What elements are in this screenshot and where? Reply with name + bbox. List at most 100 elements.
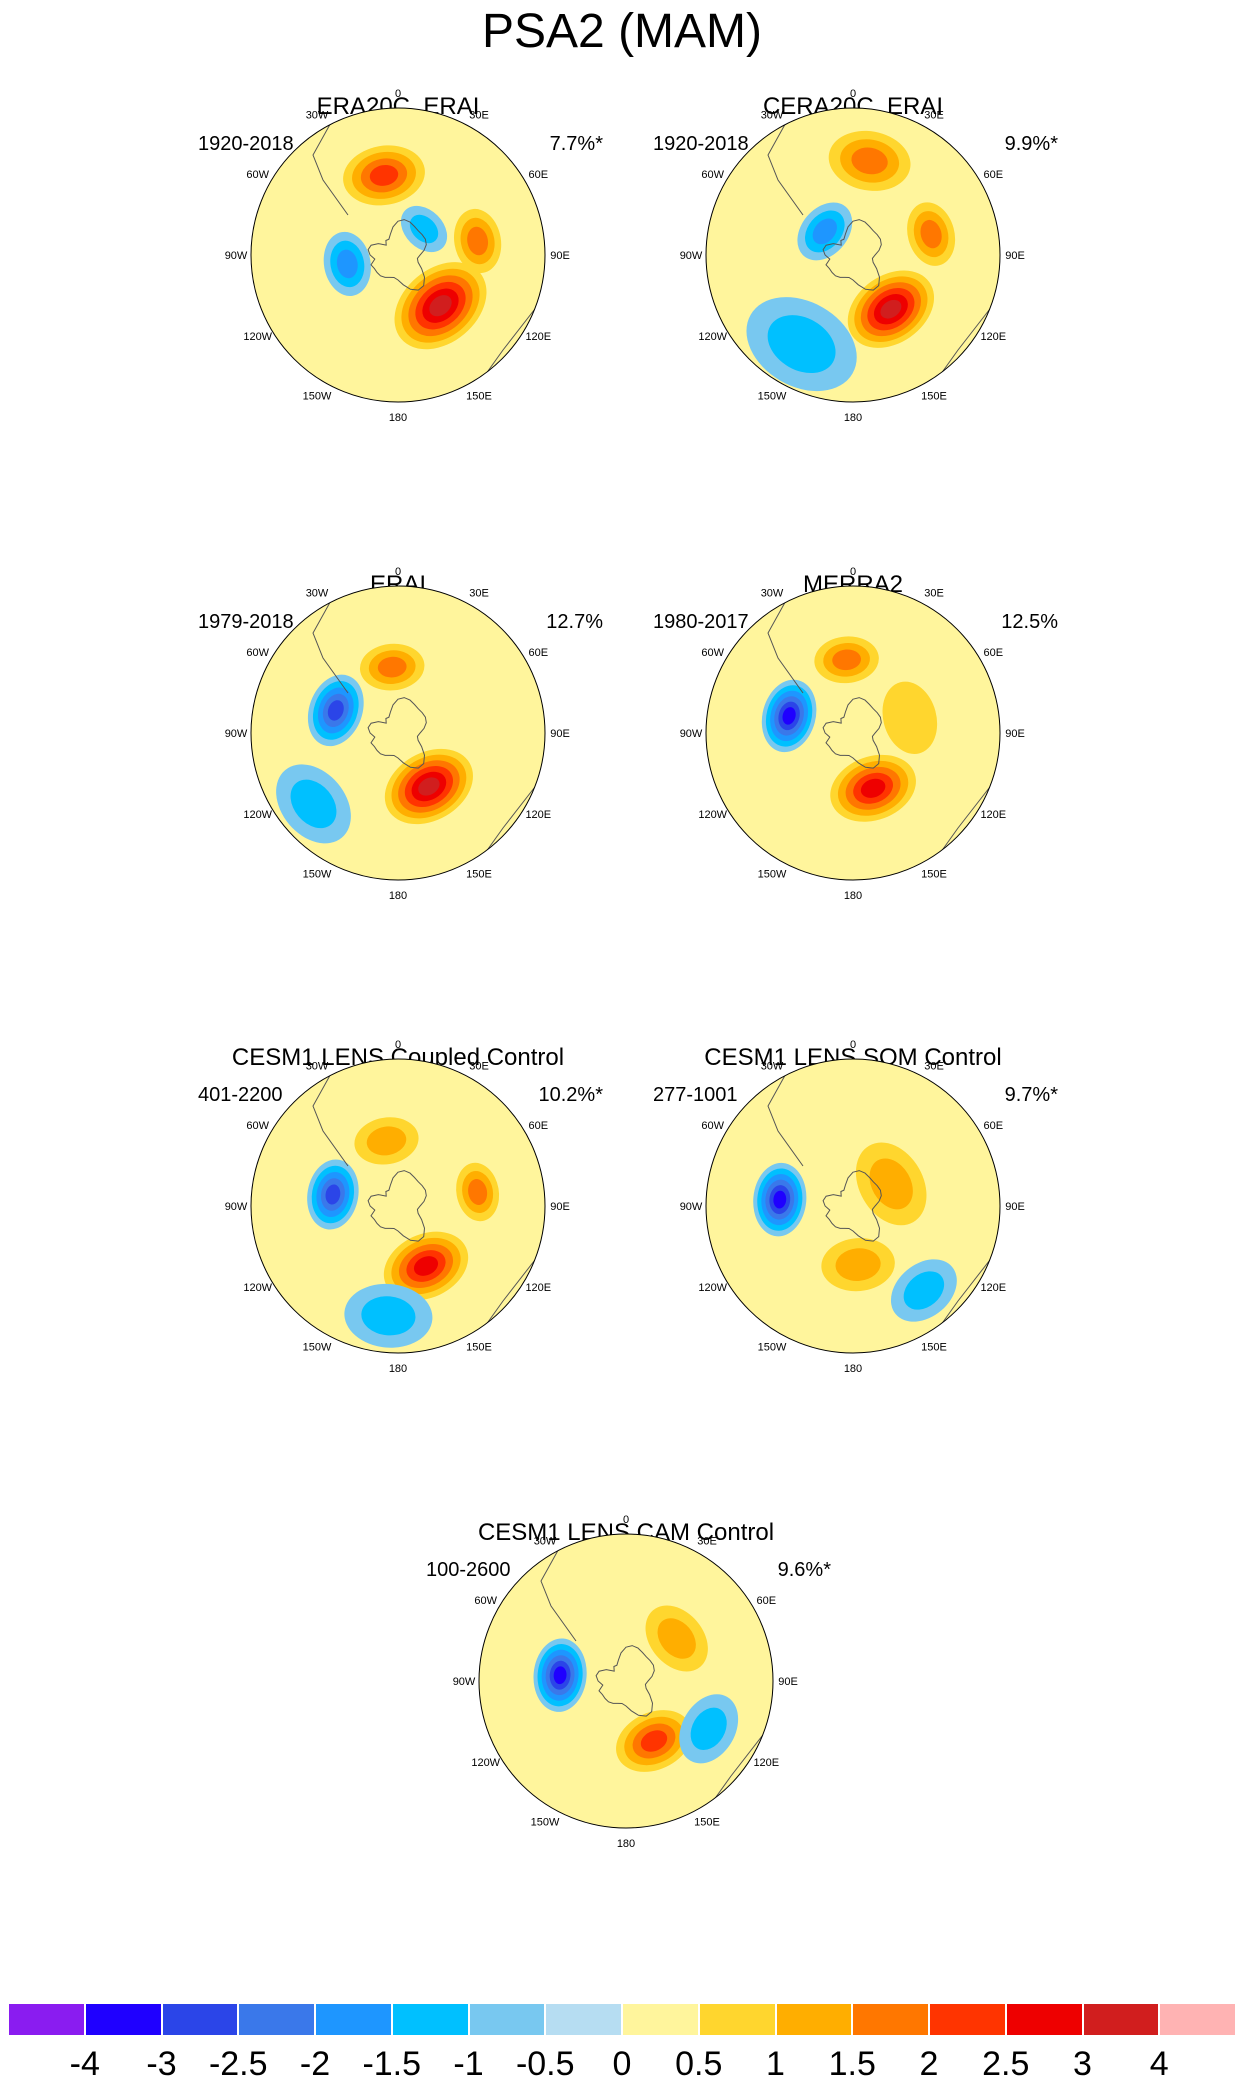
longitude-label: 150W: [303, 1341, 332, 1353]
colorbar: [8, 2003, 1236, 2036]
anomaly-contour: [851, 147, 888, 175]
anomaly-contour: [468, 1178, 488, 1206]
anomaly-contour: [690, 1707, 727, 1751]
anomaly-contour: [366, 1126, 407, 1156]
colorbar-level: [1159, 2003, 1236, 2036]
colorbar-tick-label: 2.5: [982, 2045, 1030, 2083]
map-border: [705, 1058, 1001, 1354]
anomaly-contour: [369, 164, 399, 186]
longitude-label: 120E: [525, 809, 551, 821]
map-background: [706, 586, 1000, 880]
colorbar-level: [775, 2003, 853, 2036]
colorbar-tick-label: 0: [612, 2045, 632, 2083]
longitude-label: 90E: [550, 1201, 570, 1213]
anomaly-contour: [835, 1248, 881, 1281]
anomaly-contour: [920, 219, 942, 249]
panel-variance: 9.9%*: [1004, 133, 1058, 155]
map-background: [706, 1059, 1000, 1353]
anomaly-contour: [429, 295, 452, 317]
anomaly-contour: [327, 700, 344, 721]
longitude-label: 0: [395, 1039, 401, 1051]
polar-map: 0 30E 60E 90E 120E 150E 180 150W 120W 90W 60W 30W: [453, 1514, 798, 1850]
antarctica-coastline: [822, 219, 882, 291]
longitude-label: 90E: [550, 250, 570, 262]
longitude-label: 30E: [924, 1061, 944, 1073]
longitude-label: 120E: [980, 1282, 1006, 1294]
longitude-label: 0: [395, 566, 401, 578]
longitude-label: 90W: [225, 1201, 248, 1213]
longitude-label: 30W: [306, 1061, 329, 1073]
longitude-label: 0: [850, 566, 856, 578]
panel-variance: 12.7%: [546, 611, 603, 633]
colorbar-tick-label: 3: [1073, 2045, 1092, 2083]
longitude-label: 150E: [466, 390, 492, 402]
longitude-label: 30W: [306, 588, 329, 600]
longitude-label: 150W: [303, 868, 332, 880]
anomaly-contour: [640, 1730, 668, 1752]
longitude-label: 90E: [1005, 728, 1025, 740]
longitude-label: 150E: [466, 868, 492, 880]
polar-map: 0 30E 60E 90E 120E 150E 180 150W 120W 90W 60W 30W: [225, 1039, 570, 1375]
anomaly-contour: [812, 218, 837, 245]
longitude-label: 60W: [701, 169, 724, 181]
anomaly-contour: [553, 1666, 567, 1685]
polar-map: 0 30E 60E 90E 120E 150E 180 150W 120W 90W 60W 30W: [680, 1039, 1025, 1375]
colorbar-tick-label: -3: [146, 2045, 177, 2083]
colorbar-tick-label: 4: [1149, 2045, 1169, 2083]
colorbar-level: [84, 2003, 162, 2036]
panel-period: 1920-2018: [653, 133, 749, 155]
anomaly-contour: [290, 779, 337, 829]
panel-period: 1980-2017: [653, 611, 749, 633]
colorbar-tick-label: 1.5: [828, 2045, 876, 2083]
panel-variance: 10.2%*: [538, 1084, 604, 1106]
longitude-label: 120W: [698, 809, 727, 821]
longitude-label: 60E: [529, 1120, 549, 1132]
longitude-label: 120W: [698, 1282, 727, 1294]
colorbar-level: [622, 2003, 699, 2036]
longitude-label: 0: [395, 88, 401, 100]
colorbar-tick-label: -4: [69, 2045, 100, 2083]
south-america-coastline: [767, 1060, 804, 1167]
longitude-label: 0: [850, 88, 856, 100]
longitude-label: 30W: [306, 110, 329, 122]
longitude-label: 60E: [529, 169, 549, 181]
longitude-label: 150E: [466, 1341, 492, 1353]
polar-map: 0 30E 60E 90E 120E 150E 180 150W 120W 90W 60W 30W: [680, 566, 1025, 902]
longitude-label: 60E: [757, 1595, 777, 1607]
longitude-label: 120E: [525, 331, 551, 343]
colorbar-level: [1005, 2003, 1083, 2036]
longitude-label: 60W: [701, 647, 724, 659]
longitude-label: 60E: [529, 647, 549, 659]
longitude-label: 150W: [531, 1816, 560, 1828]
panel-variance: 12.5%: [1001, 611, 1058, 633]
colorbar-tick-label: -1.5: [362, 2045, 422, 2083]
map-border: [705, 107, 1001, 403]
map-border: [478, 1533, 774, 1829]
longitude-label: 30E: [469, 110, 489, 122]
south-america-coastline: [312, 587, 349, 694]
panel-period: 1920-2018: [198, 133, 294, 155]
longitude-label: 90E: [1005, 250, 1025, 262]
colorbar-tick-label: -0.5: [515, 2045, 575, 2083]
longitude-label: 60E: [984, 647, 1004, 659]
panel-variance: 9.6%*: [777, 1559, 831, 1581]
polar-map: 0 30E 60E 90E 120E 150E 180 150W 120W 90W 60W 30W: [680, 88, 1025, 424]
longitude-label: 180: [844, 1363, 862, 1375]
longitude-label: 30E: [469, 1061, 489, 1073]
anomaly-contour: [361, 1296, 416, 1336]
panel-erai: ERAI 1979-2018 12.7% 0 30E 60E 90E 120E 150E 1…: [178, 566, 618, 1041]
figure-title: PSA2 (MAM): [481, 5, 763, 58]
polar-map: 0 30E 60E 90E 120E 150E 180 150W 120W 90W 60W 30W: [225, 88, 570, 424]
colorbar-level: [391, 2003, 469, 2036]
panel-era20c-erai: ERA20C_ERAI 1920-2018 7.7%* 0 30E 60E 90E 12…: [178, 88, 618, 563]
anomaly-contour: [782, 707, 796, 725]
longitude-label: 180: [844, 412, 862, 424]
longitude-label: 90E: [778, 1676, 798, 1688]
map-border: [250, 107, 546, 403]
longitude-label: 60W: [701, 1120, 724, 1132]
colorbar-tick-label: 1: [766, 2045, 785, 2083]
longitude-label: 120W: [243, 809, 272, 821]
anomaly-contour: [860, 778, 886, 798]
longitude-label: 60E: [984, 1120, 1004, 1132]
